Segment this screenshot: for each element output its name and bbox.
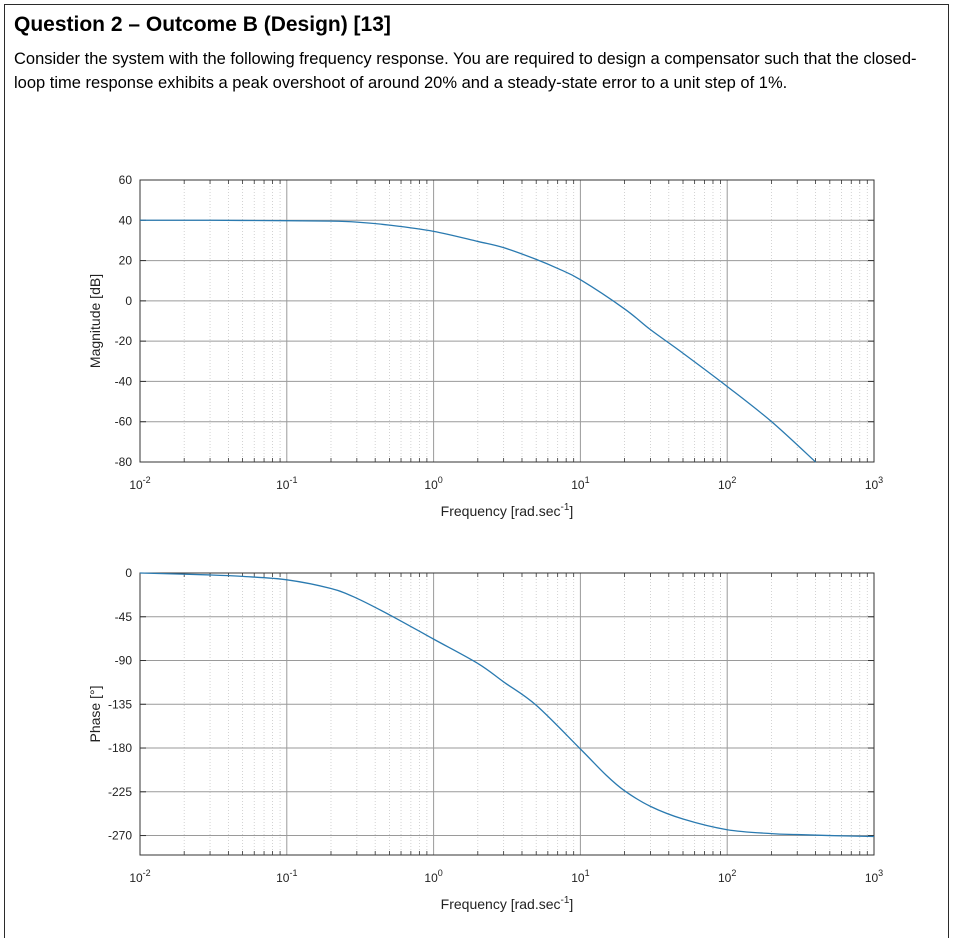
question-text: Consider the system with the following f… bbox=[14, 50, 917, 92]
y-tick-label: -80 bbox=[115, 455, 133, 469]
y-tick-label: -270 bbox=[108, 829, 132, 843]
y-tick-label: -135 bbox=[108, 697, 132, 711]
x-tick-label: 100 bbox=[424, 475, 442, 492]
magnitude-xlabel: Frequency [rad.sec-1] bbox=[441, 502, 574, 519]
phase-xlabel: Frequency [rad.sec-1] bbox=[441, 895, 574, 912]
y-tick-label: 0 bbox=[125, 566, 132, 580]
magnitude-curve bbox=[140, 219, 817, 463]
x-tick-label: 10-2 bbox=[129, 868, 150, 885]
x-tick-label: 102 bbox=[718, 475, 736, 492]
x-tick-label: 100 bbox=[424, 868, 442, 885]
y-tick-label: -180 bbox=[108, 741, 132, 755]
y-tick-label: -225 bbox=[108, 785, 132, 799]
phase-curve bbox=[140, 572, 874, 838]
y-tick-label: -40 bbox=[115, 374, 133, 388]
x-tick-label: 102 bbox=[718, 868, 736, 885]
x-tick-label: 10-2 bbox=[129, 475, 150, 492]
y-tick-label: 0 bbox=[125, 294, 132, 308]
y-tick-label: 20 bbox=[119, 254, 133, 268]
plot-frame bbox=[139, 179, 875, 463]
y-tick-label: -90 bbox=[115, 654, 133, 668]
plot-frame bbox=[139, 572, 875, 856]
y-tick-label: 40 bbox=[119, 213, 133, 227]
x-tick-label: 10-1 bbox=[276, 868, 297, 885]
x-tick-label: 10-1 bbox=[276, 475, 297, 492]
y-tick-label: -20 bbox=[115, 334, 133, 348]
phase-ylabel: Phase [°] bbox=[87, 686, 103, 743]
phase-chart: 0 -45 -90 -135 -180 -225 -270 10-2 10-1 100 101 102… bbox=[87, 566, 883, 912]
x-tick-label: 103 bbox=[865, 868, 883, 885]
question-title: Question 2 – Outcome B (Design) [13] bbox=[14, 13, 391, 36]
x-tick-label: 103 bbox=[865, 475, 883, 492]
y-tick-label: 60 bbox=[119, 173, 133, 187]
magnitude-ylabel: Magnitude [dB] bbox=[87, 274, 103, 368]
y-tick-label: -45 bbox=[115, 610, 133, 624]
question-frame bbox=[4, 4, 949, 938]
y-tick-label: -60 bbox=[115, 415, 133, 429]
x-tick-label: 101 bbox=[571, 868, 589, 885]
magnitude-chart: 60 40 20 0 -20 -40 -60 -80 10-2 10-1 100 101 102 103 F… bbox=[87, 173, 883, 519]
x-tick-label: 101 bbox=[571, 475, 589, 492]
